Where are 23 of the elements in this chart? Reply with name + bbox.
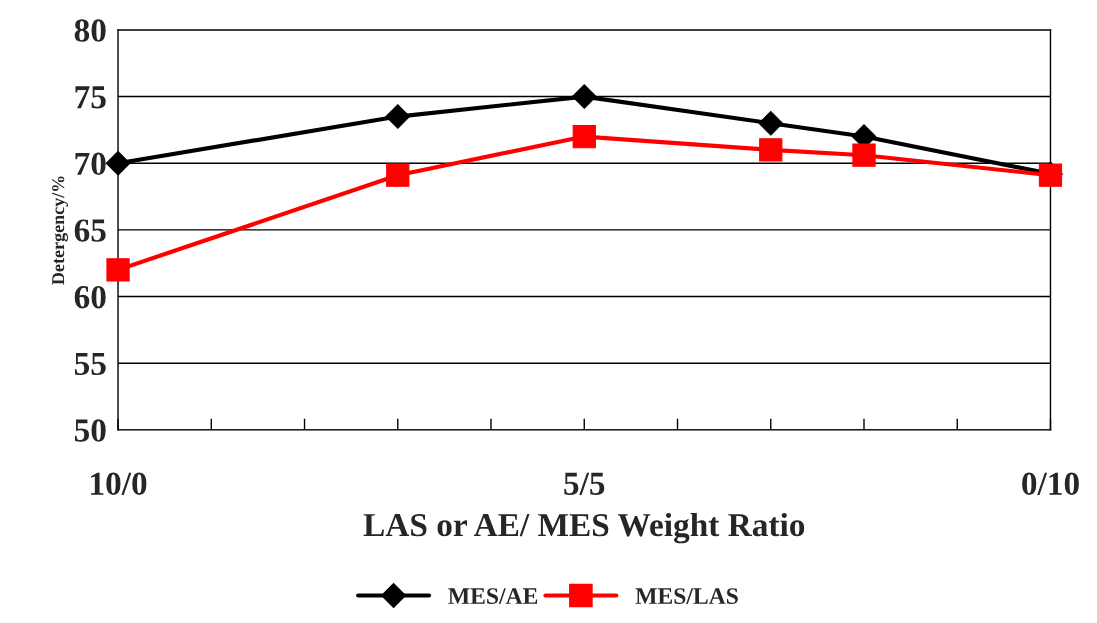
y-tick-label: 80 <box>74 19 106 42</box>
point <box>106 258 130 282</box>
point <box>105 150 131 176</box>
point <box>759 138 783 162</box>
legend-label: MES/LAS <box>635 588 738 605</box>
point <box>758 110 784 136</box>
y-tick-label: 60 <box>74 285 106 309</box>
y-tick-label: 70 <box>75 152 106 176</box>
point <box>572 124 596 149</box>
x-tick-label: 0/10 <box>1022 472 1079 495</box>
y-axis-title: Detergency/% <box>52 176 69 285</box>
legend-label: MES/AE <box>448 588 538 605</box>
y-tick-label: 75 <box>75 86 106 109</box>
y-tick-label: 65 <box>74 219 106 242</box>
point <box>571 84 597 109</box>
y-tick-label: 55 <box>74 352 106 376</box>
x-axis-title: LAS or AE/ MES Weight Ratio <box>363 512 805 544</box>
x-tick-label: 10/0 <box>91 472 147 495</box>
point <box>385 104 411 129</box>
y-tick-label: 50 <box>74 419 106 442</box>
x-tick-label: 5/5 <box>564 472 605 495</box>
point <box>852 143 876 167</box>
point <box>386 163 410 187</box>
